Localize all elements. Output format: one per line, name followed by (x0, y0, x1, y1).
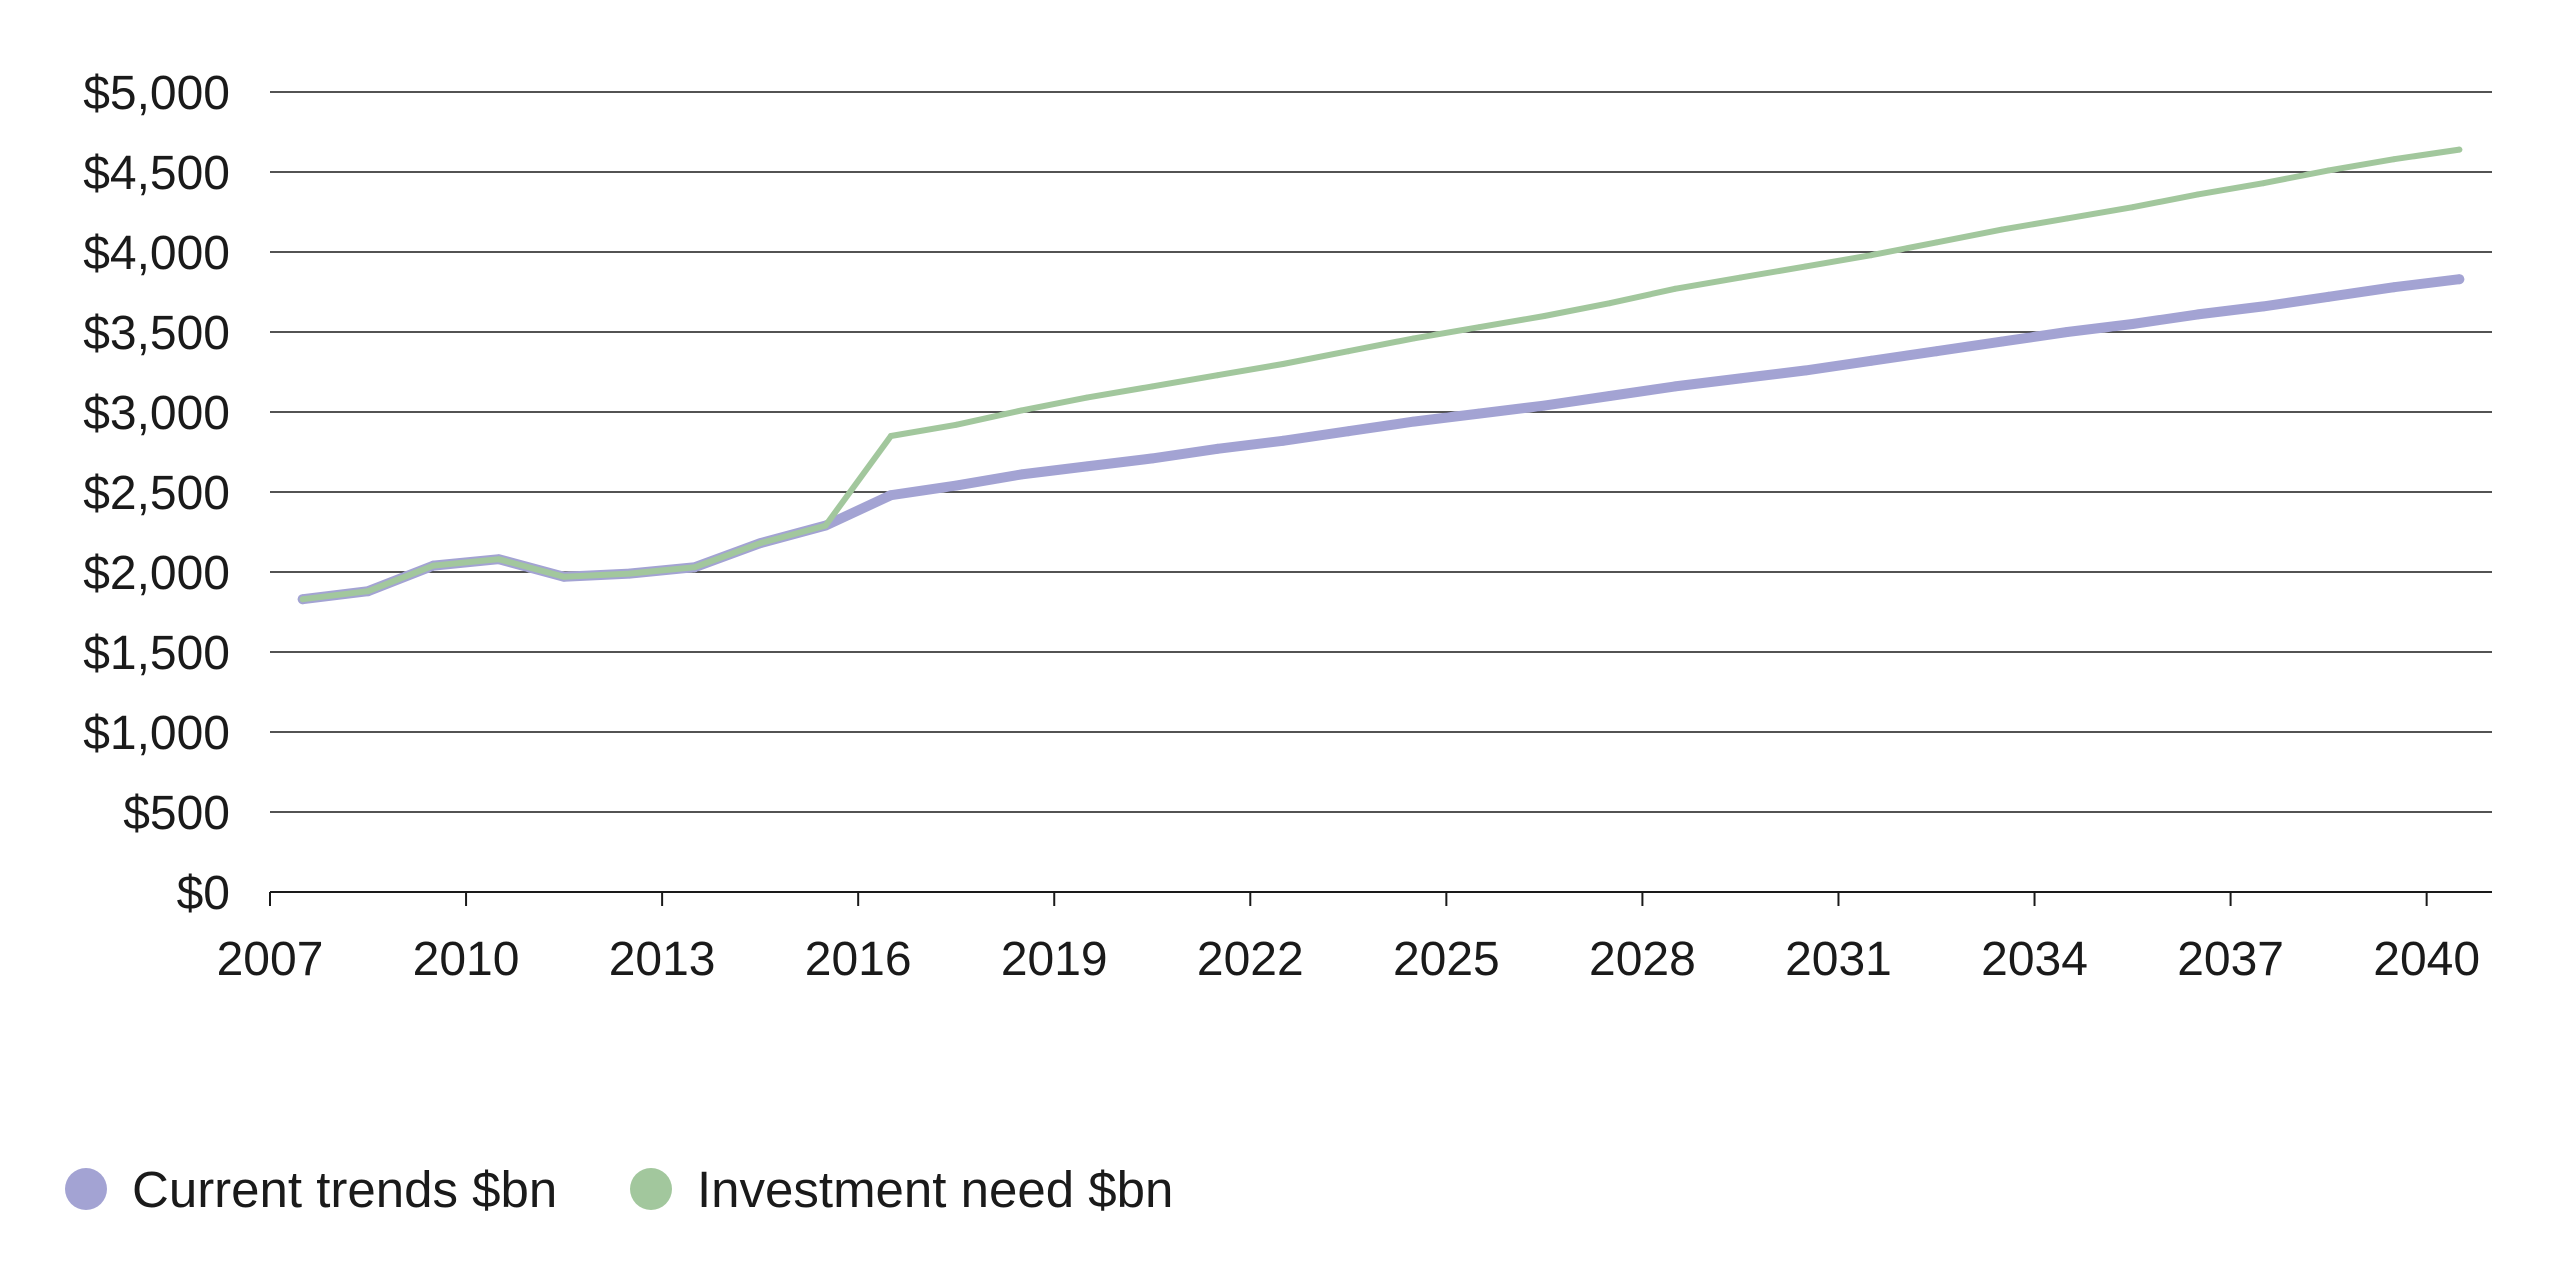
series-line-investment-need (299, 146, 2463, 603)
legend-item-investment-need: Investment need $bn (630, 1161, 1173, 1218)
legend-label-investment-need: Investment need $bn (697, 1161, 1173, 1218)
x-axis (269, 891, 2492, 906)
data-point-investment-need-2031.5 (1868, 252, 1875, 259)
y-tick-label-3500: $3,500 (83, 307, 230, 360)
data-point-current-trends-2022.5 (1277, 435, 1288, 446)
data-point-investment-need-2024.5 (1410, 335, 1417, 342)
data-point-investment-need-2040.5 (2456, 146, 2463, 153)
y-tick-label-1500: $1,500 (83, 627, 230, 680)
y-tick-label-3000: $3,000 (83, 387, 230, 440)
data-point-current-trends-2030.5 (1800, 365, 1811, 376)
data-point-investment-need-2036.5 (2194, 191, 2201, 198)
data-point-current-trends-2017.5 (951, 480, 962, 491)
x-tick-label-2022: 2022 (1197, 933, 1304, 986)
y-tick-label-4500: $4,500 (83, 147, 230, 200)
x-tick-label-2031: 2031 (1785, 933, 1892, 986)
data-point-investment-need-2023.5 (1345, 348, 1352, 355)
data-point-investment-need-2034.5 (2064, 215, 2071, 222)
series-current-trends (297, 274, 2465, 605)
data-point-investment-need-2012.5 (626, 570, 633, 577)
data-point-investment-need-2018.5 (1018, 407, 1025, 414)
data-point-current-trends-2032.5 (1931, 346, 1942, 357)
data-point-investment-need-2013.5 (691, 564, 698, 571)
data-point-current-trends-2018.5 (1016, 469, 1027, 480)
data-point-current-trends-2027.5 (1604, 391, 1615, 401)
data-point-current-trends-2021.5 (1212, 443, 1223, 454)
x-tick-label-2010: 2010 (413, 933, 520, 986)
data-point-investment-need-2019.5 (1083, 394, 1090, 401)
y-tick-label-4000: $4,000 (83, 227, 230, 280)
data-point-investment-need-2037.5 (2260, 180, 2267, 187)
data-point-current-trends-2031.5 (1866, 355, 1877, 366)
x-tick-label-2013: 2013 (609, 933, 716, 986)
data-point-investment-need-2025.5 (1476, 324, 1483, 331)
data-point-investment-need-2014.5 (757, 540, 764, 547)
data-point-current-trends-2040.5 (2454, 274, 2465, 285)
data-point-investment-need-2017.5 (953, 421, 960, 428)
data-point-current-trends-2038.5 (2323, 291, 2334, 302)
y-tick-label-1000: $1,000 (83, 707, 230, 760)
legend: Current trends $bn Investment need $bn (65, 1161, 1173, 1218)
x-tick-label-2037: 2037 (2177, 933, 2284, 986)
legend-swatch-investment-need (630, 1168, 672, 1210)
data-point-investment-need-2039.5 (2390, 156, 2397, 163)
data-point-investment-need-2026.5 (1541, 313, 1548, 319)
y-tick-label-500: $500 (123, 787, 230, 840)
data-point-investment-need-2020.5 (1149, 383, 1156, 390)
data-point-investment-need-2033.5 (1998, 226, 2005, 233)
data-point-current-trends-2020.5 (1147, 453, 1158, 464)
data-point-investment-need-2027.5 (1606, 300, 1613, 307)
data-point-current-trends-2034.5 (2062, 327, 2073, 337)
data-point-current-trends-2036.5 (2192, 309, 2203, 320)
data-point-current-trends-2024.5 (1408, 416, 1419, 427)
legend-swatch-current-trends (65, 1168, 107, 1210)
data-point-investment-need-2030.5 (1802, 263, 1809, 270)
data-point-investment-need-2008.5 (365, 588, 372, 595)
data-point-current-trends-2026.5 (1539, 400, 1550, 411)
x-tick-label-2025: 2025 (1393, 933, 1500, 986)
data-point-current-trends-2025.5 (1474, 408, 1485, 419)
data-point-current-trends-2039.5 (2388, 282, 2399, 293)
data-point-current-trends-2016.5 (885, 490, 896, 501)
series-investment-need (299, 146, 2463, 603)
data-point-current-trends-2029.5 (1735, 373, 1746, 384)
x-tick-label-2016: 2016 (805, 933, 912, 986)
series-lines (297, 146, 2465, 605)
x-tick-label-2028: 2028 (1589, 933, 1696, 986)
data-point-current-trends-2035.5 (2127, 319, 2138, 329)
data-point-current-trends-2037.5 (2258, 301, 2269, 312)
data-point-investment-need-2016.5 (887, 433, 894, 439)
data-point-investment-need-2009.5 (430, 562, 437, 569)
y-tick-label-5000: $5,000 (83, 67, 230, 120)
x-tick-label-2007: 2007 (217, 933, 324, 986)
legend-item-current-trends: Current trends $bn (65, 1161, 557, 1218)
data-point-investment-need-2015.5 (822, 522, 829, 529)
x-tick-label-2019: 2019 (1001, 933, 1108, 986)
data-point-current-trends-2023.5 (1343, 426, 1354, 437)
y-tick-label-0: $0 (177, 867, 230, 920)
y-axis-tick-labels: $0 $500 $1,000 $1,500 $2,000 $2,500 $3,000 $3,5… (83, 67, 230, 920)
x-tick-label-2040: 2040 (2373, 933, 2480, 986)
data-point-investment-need-2032.5 (1933, 239, 1940, 246)
data-point-investment-need-2035.5 (2129, 204, 2136, 211)
data-point-investment-need-2028.5 (1672, 285, 1679, 292)
data-point-investment-need-2021.5 (1214, 372, 1221, 379)
data-point-current-trends-2019.5 (1081, 461, 1092, 472)
y-tick-label-2000: $2,000 (83, 547, 230, 600)
data-point-investment-need-2010.5 (495, 556, 502, 563)
x-axis-tick-labels: 2007 2010 2013 2016 2019 2022 2025 2028 2031 2034… (217, 933, 2480, 986)
data-point-current-trends-2033.5 (1996, 336, 2007, 347)
legend-label-current-trends: Current trends $bn (132, 1161, 557, 1218)
x-tick-label-2034: 2034 (1981, 933, 2088, 986)
y-tick-label-2500: $2,500 (83, 467, 230, 520)
data-point-investment-need-2038.5 (2325, 167, 2332, 174)
data-point-investment-need-2022.5 (1279, 361, 1286, 367)
data-point-investment-need-2011.5 (561, 573, 568, 580)
data-point-investment-need-2007.5 (299, 596, 306, 603)
data-point-investment-need-2029.5 (1737, 274, 1744, 281)
data-point-current-trends-2028.5 (1670, 381, 1681, 392)
